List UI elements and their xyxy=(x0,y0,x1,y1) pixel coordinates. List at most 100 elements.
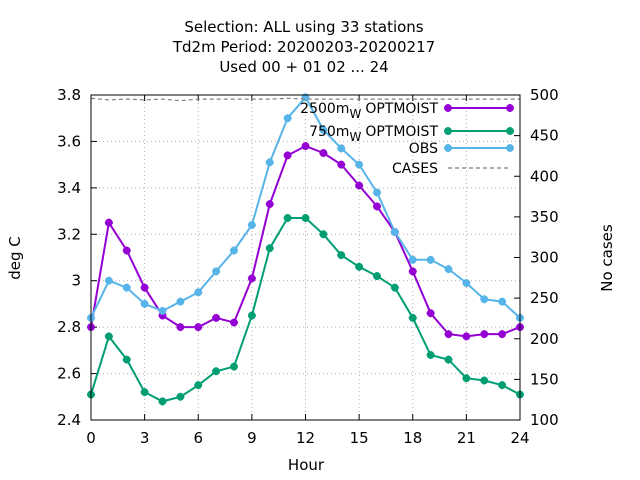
legend-marker xyxy=(444,104,452,112)
data-point xyxy=(480,330,489,339)
data-point xyxy=(158,306,167,315)
data-point xyxy=(140,283,149,292)
data-point xyxy=(176,323,185,332)
y2-tick-label: 450 xyxy=(530,127,559,145)
legend-marker xyxy=(444,127,452,135)
title-line-3: Used 00 + 01 02 ... 24 xyxy=(219,58,388,76)
legend-label: CASES xyxy=(392,161,438,177)
legend-label-suffix: OPTMOIST xyxy=(365,124,438,140)
y-tick-label: 3.4 xyxy=(57,179,81,197)
data-point xyxy=(408,267,417,276)
data-point xyxy=(212,313,221,322)
data-point xyxy=(498,330,507,339)
legend-marker xyxy=(506,104,514,112)
data-point xyxy=(498,381,507,390)
series-line xyxy=(90,97,520,102)
data-point xyxy=(194,323,203,332)
series-2 xyxy=(87,214,524,406)
data-point xyxy=(408,255,417,264)
data-point xyxy=(408,313,417,322)
legend-label-suffix: OPTMOIST xyxy=(365,101,438,117)
data-point xyxy=(265,244,274,253)
data-point xyxy=(373,272,381,281)
plot-frame xyxy=(90,94,521,421)
y2-tick-label: 400 xyxy=(530,167,559,185)
data-point xyxy=(230,318,238,327)
y2-tick-label: 500 xyxy=(530,86,559,104)
y-tick-label: 2.6 xyxy=(57,365,81,383)
data-point xyxy=(319,125,328,134)
x-tick-label: 9 xyxy=(247,429,257,447)
data-point xyxy=(247,221,256,229)
legend-label-name: 750m xyxy=(309,124,349,140)
legend-label: 2500mW OPTMOIST xyxy=(300,101,438,121)
legend-marker xyxy=(506,127,514,135)
data-point xyxy=(104,276,113,285)
data-point xyxy=(337,251,346,260)
data-point xyxy=(390,283,399,292)
legend-label-name: CASES xyxy=(392,161,438,177)
data-point xyxy=(301,214,310,223)
data-point xyxy=(355,262,364,271)
data-point xyxy=(158,397,167,406)
series-lines xyxy=(87,93,524,406)
y2-tick-label: 150 xyxy=(530,370,559,388)
x-tick-label: 21 xyxy=(457,429,476,447)
series-4 xyxy=(90,97,520,102)
x-tick-label: 15 xyxy=(350,429,369,447)
data-point xyxy=(355,181,364,190)
y-tick-label: 2.4 xyxy=(57,411,81,429)
data-point xyxy=(247,274,256,283)
data-point xyxy=(247,311,256,320)
x-tick-label: 24 xyxy=(510,429,529,447)
legend-label-sub: W xyxy=(349,107,361,121)
data-point xyxy=(283,114,292,123)
data-point xyxy=(373,188,381,197)
y-tick-label: 3.2 xyxy=(57,225,81,243)
y-axis-label: deg C xyxy=(6,236,24,280)
data-point xyxy=(355,160,364,169)
legend-label-name: OBS xyxy=(409,141,438,157)
legend-label: OBS xyxy=(409,141,438,157)
y2-tick-label: 350 xyxy=(530,208,559,226)
data-point xyxy=(104,332,113,341)
data-point xyxy=(480,295,489,304)
data-point xyxy=(176,392,185,401)
x-tick-label: 6 xyxy=(193,429,203,447)
y-tick-label: 3.8 xyxy=(57,86,81,104)
data-point xyxy=(212,267,221,276)
x-tick-label: 0 xyxy=(86,429,96,447)
data-point xyxy=(122,246,131,255)
y2-tick-label: 300 xyxy=(530,249,559,267)
data-point xyxy=(194,288,203,297)
data-point xyxy=(212,367,221,376)
data-point xyxy=(337,144,346,153)
y2-tick-label: 100 xyxy=(530,411,559,429)
data-point xyxy=(319,149,328,158)
data-point xyxy=(444,265,453,274)
data-point xyxy=(104,218,113,227)
data-point xyxy=(373,202,381,211)
legend-marker xyxy=(444,144,452,152)
data-point xyxy=(283,214,292,223)
data-point xyxy=(230,246,238,255)
y-tick-label: 2.8 xyxy=(57,318,81,336)
data-point xyxy=(265,158,274,167)
y2-tick-label: 250 xyxy=(530,289,559,307)
data-point xyxy=(480,376,489,385)
series-3 xyxy=(87,93,524,322)
data-point xyxy=(426,309,435,318)
data-point xyxy=(194,381,203,390)
data-point xyxy=(283,151,292,160)
x-axis-label: Hour xyxy=(288,456,325,474)
data-point xyxy=(462,279,471,288)
x-tick-label: 12 xyxy=(296,429,315,447)
data-point xyxy=(444,330,453,339)
data-point xyxy=(176,297,185,306)
y2-tick-label: 200 xyxy=(530,330,559,348)
data-point xyxy=(390,227,399,236)
data-point xyxy=(337,160,346,169)
x-tick-label: 3 xyxy=(140,429,150,447)
y2-axis-label: No cases xyxy=(598,224,616,292)
